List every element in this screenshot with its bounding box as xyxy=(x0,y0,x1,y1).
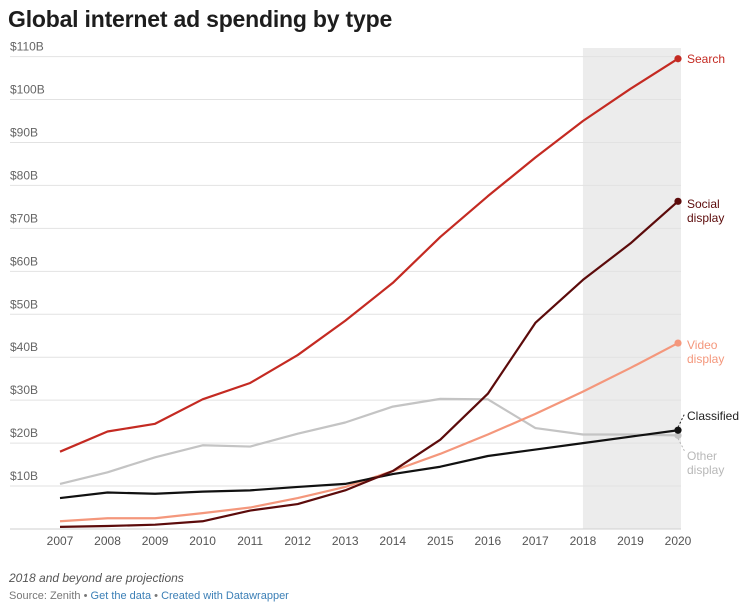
video-label: Video xyxy=(687,338,718,352)
get-data-link[interactable]: Get the data xyxy=(90,590,152,602)
video-endpoint xyxy=(674,339,682,347)
x-tick-label: 2010 xyxy=(189,534,216,548)
x-tick-label: 2013 xyxy=(332,534,359,548)
x-tick-label: 2007 xyxy=(47,534,74,548)
y-axis-ticks: $10B $20B $30B $40B $50B $60B $70B $80B $90B $100… xyxy=(10,40,45,483)
gridlines xyxy=(10,56,681,530)
source-line: Source: Zenith • Get the data • Created … xyxy=(9,590,289,602)
y-tick-label: $80B xyxy=(10,168,38,182)
x-tick-label: 2012 xyxy=(284,534,311,548)
classified-endpoint xyxy=(674,426,682,434)
social-endpoint xyxy=(674,197,682,205)
y-tick-label: $20B xyxy=(10,426,38,440)
chart-title: Global internet ad spending by type xyxy=(8,6,393,32)
classified-leader xyxy=(677,412,686,428)
x-tick-label: 2020 xyxy=(665,534,692,548)
projection-footnote: 2018 and beyond are projections xyxy=(9,571,184,585)
other-label: display xyxy=(687,463,724,477)
other-line xyxy=(59,397,679,485)
y-tick-label: $100B xyxy=(10,83,45,97)
classified-line xyxy=(59,429,679,500)
y-tick-label: $40B xyxy=(10,340,38,354)
video-label: display xyxy=(687,352,724,366)
social-line xyxy=(59,200,679,528)
search-line xyxy=(59,57,679,453)
x-tick-label: 2015 xyxy=(427,534,454,548)
x-tick-label: 2009 xyxy=(142,534,169,548)
y-tick-label: $60B xyxy=(10,254,38,268)
y-tick-label: $70B xyxy=(10,211,38,225)
x-tick-label: 2016 xyxy=(474,534,501,548)
separator: • xyxy=(83,590,88,602)
x-tick-label: 2019 xyxy=(617,534,644,548)
y-tick-label: $50B xyxy=(10,297,38,311)
x-tick-label: 2018 xyxy=(570,534,597,548)
social-label: Social xyxy=(687,197,720,211)
other-endpoint xyxy=(674,431,682,439)
datawrapper-link[interactable]: Created with Datawrapper xyxy=(161,590,289,602)
other-label: Other xyxy=(687,449,717,463)
y-tick-label: $90B xyxy=(10,125,38,139)
x-tick-label: 2008 xyxy=(94,534,121,548)
y-tick-label: $30B xyxy=(10,383,38,397)
series-lines xyxy=(59,55,682,528)
search-endpoint xyxy=(674,55,682,63)
y-tick-label: $10B xyxy=(10,469,38,483)
classified-label: Classified xyxy=(687,409,739,423)
other-leader xyxy=(677,438,686,453)
search-label: Search xyxy=(687,52,725,66)
x-tick-label: 2014 xyxy=(379,534,406,548)
series-labels: SearchSocialdisplayVideodisplayClassifie… xyxy=(677,52,739,477)
separator: • xyxy=(154,590,158,602)
x-tick-label: 2017 xyxy=(522,534,549,548)
source-text: Source: Zenith xyxy=(9,590,81,602)
y-tick-label: $110B xyxy=(10,40,44,54)
projection-band xyxy=(582,48,681,529)
x-axis-ticks: 2007 2008 2009 2010 2011 2012 2013 2014 2015 2016… xyxy=(47,534,692,548)
x-tick-label: 2011 xyxy=(237,534,263,548)
social-label: display xyxy=(687,211,724,225)
